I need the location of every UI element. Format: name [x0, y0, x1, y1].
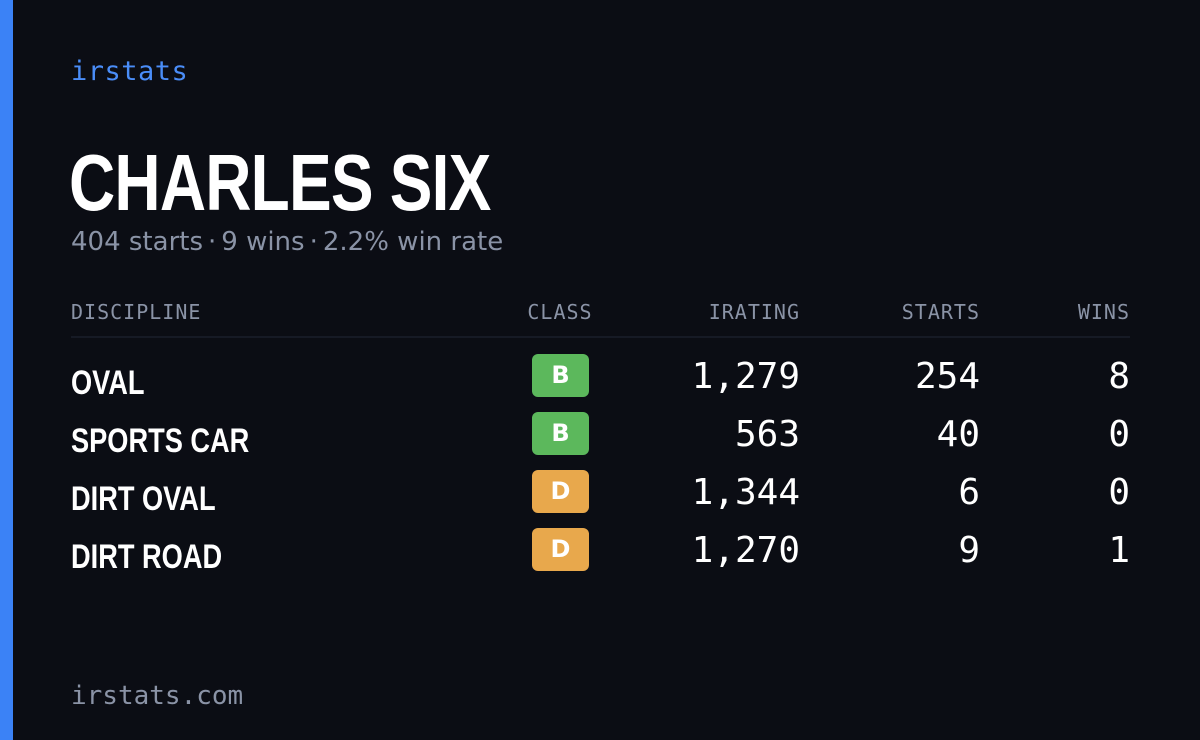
wins-value: 0	[1108, 472, 1130, 513]
player-name: CHARLES SIX	[69, 138, 491, 227]
separator-dot: ·	[208, 227, 217, 257]
starts-value: 40	[936, 414, 980, 455]
table-row: DIRT ROAD D 1,270 9 1	[0, 528, 1200, 586]
class-badge: D	[532, 528, 589, 571]
irating-value: 1,270	[691, 530, 800, 571]
footer-site-link[interactable]: irstats.com	[71, 681, 244, 711]
discipline-name: DIRT OVAL	[71, 480, 216, 518]
wins-value: 8	[1108, 356, 1130, 397]
separator-dot: ·	[309, 227, 318, 257]
irating-value: 1,344	[691, 472, 800, 513]
starts-summary: 404 starts	[71, 227, 203, 257]
table-row: DIRT OVAL D 1,344 6 0	[0, 470, 1200, 528]
win-rate-summary: 2.2% win rate	[322, 227, 504, 257]
header-class: CLASS	[527, 300, 593, 324]
table-row: OVAL B 1,279 254 8	[0, 354, 1200, 412]
class-badge: B	[532, 412, 589, 455]
table-row: SPORTS CAR B 563 40 0	[0, 412, 1200, 470]
discipline-name: DIRT ROAD	[71, 538, 223, 576]
header-divider	[71, 336, 1130, 338]
header-wins: WINS	[1077, 300, 1130, 324]
brand-logo-text[interactable]: irstats	[71, 56, 189, 87]
header-irating: IRATING	[708, 300, 800, 324]
wins-value: 0	[1108, 414, 1130, 455]
starts-value: 9	[958, 530, 980, 571]
starts-value: 6	[958, 472, 980, 513]
wins-summary: 9 wins	[221, 227, 305, 257]
class-badge: B	[532, 354, 589, 397]
discipline-name: OVAL	[71, 364, 145, 402]
starts-value: 254	[914, 356, 980, 397]
wins-value: 1	[1108, 530, 1130, 571]
irating-value: 563	[734, 414, 800, 455]
player-summary: 404 starts · 9 wins · 2.2% win rate	[71, 227, 503, 257]
accent-bar	[0, 0, 13, 740]
discipline-name: SPORTS CAR	[71, 422, 250, 460]
header-starts: STARTS	[901, 300, 980, 324]
irating-value: 1,279	[691, 356, 800, 397]
header-discipline: DISCIPLINE	[71, 300, 202, 324]
class-badge: D	[532, 470, 589, 513]
